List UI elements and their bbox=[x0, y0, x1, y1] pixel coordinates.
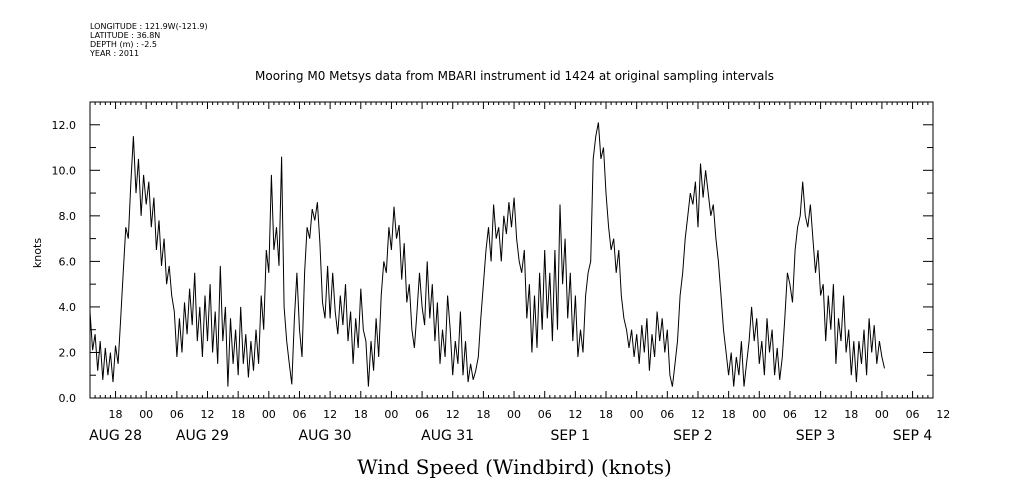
x-tick-label: 00 bbox=[507, 408, 521, 421]
x-tick-label: 18 bbox=[476, 408, 490, 421]
plot-frame bbox=[89, 101, 934, 399]
x-tick-label: 12 bbox=[323, 408, 337, 421]
x-tick-label: 06 bbox=[170, 408, 184, 421]
year-text: YEAR : 2011 bbox=[90, 49, 140, 58]
y-tick-label: 2.0 bbox=[59, 346, 77, 359]
metadata-block: LONGITUDE : 121.9W(-121.9) LATITUDE : 36… bbox=[90, 22, 208, 58]
x-tick-label: 00 bbox=[139, 408, 153, 421]
y-tick-label: 0.0 bbox=[59, 392, 77, 405]
y-tick-label: 8.0 bbox=[59, 210, 77, 223]
date-label: SEP 2 bbox=[673, 428, 713, 444]
depth-text: DEPTH (m) : -2.5 bbox=[90, 40, 157, 49]
date-label: AUG 29 bbox=[176, 428, 229, 444]
x-tick-label: 00 bbox=[384, 408, 398, 421]
date-labels: AUG 28 AUG 29 AUG 30 AUG 31 SEP 1 SEP 2 SEP 3 S… bbox=[89, 428, 932, 444]
x-tick-label: 06 bbox=[292, 408, 306, 421]
chart-axes bbox=[89, 101, 934, 399]
latitude-text: LATITUDE : 36.8N bbox=[90, 31, 161, 40]
longitude-text: LONGITUDE : 121.9W(-121.9) bbox=[90, 22, 208, 31]
y-tick-label: 10.0 bbox=[52, 164, 77, 177]
x-tick-label: 06 bbox=[660, 408, 674, 421]
x-tick-label: 18 bbox=[354, 408, 368, 421]
x-tick-label: 18 bbox=[599, 408, 613, 421]
x-tick-label: 18 bbox=[109, 408, 123, 421]
x-tick-label: 12 bbox=[691, 408, 705, 421]
x-tick-label: 06 bbox=[538, 408, 552, 421]
x-tick-label: 00 bbox=[630, 408, 644, 421]
y-tick-label: 6.0 bbox=[59, 255, 77, 268]
x-tick-label: 06 bbox=[783, 408, 797, 421]
chart-title: Mooring M0 Metsys data from MBARI instru… bbox=[255, 69, 774, 83]
y-axis-label: knots bbox=[31, 238, 44, 268]
date-label: SEP 4 bbox=[893, 428, 933, 444]
series-line bbox=[89, 122, 885, 387]
date-label: SEP 1 bbox=[550, 428, 590, 444]
x-tick-label: 18 bbox=[722, 408, 736, 421]
y-tick-labels: 0.0 2.0 4.0 6.0 8.0 10.0 12.0 bbox=[52, 119, 77, 405]
y-tick-label: 12.0 bbox=[52, 119, 77, 132]
x-tick-label: 12 bbox=[936, 408, 950, 421]
x-tick-label: 12 bbox=[568, 408, 582, 421]
x-tick-label: 06 bbox=[415, 408, 429, 421]
x-tick-labels: 18 00 06 12 18 00 06 12 18 00 06 12 18 00 06 12 18 00 06 12… bbox=[109, 408, 951, 421]
x-tick-label: 18 bbox=[844, 408, 858, 421]
bottom-title: Wind Speed (Windbird) (knots) bbox=[357, 455, 672, 479]
x-tick-label: 12 bbox=[814, 408, 828, 421]
x-tick-label: 00 bbox=[262, 408, 276, 421]
x-tick-label: 00 bbox=[752, 408, 766, 421]
y-tick-label: 4.0 bbox=[59, 301, 77, 314]
x-tick-label: 12 bbox=[201, 408, 215, 421]
date-label: SEP 3 bbox=[796, 428, 836, 444]
x-tick-label: 12 bbox=[446, 408, 460, 421]
date-label: AUG 31 bbox=[421, 428, 474, 444]
x-tick-label: 18 bbox=[231, 408, 245, 421]
x-tick-label: 06 bbox=[906, 408, 920, 421]
date-label: AUG 28 bbox=[89, 428, 142, 444]
date-label: AUG 30 bbox=[299, 428, 352, 444]
x-tick-label: 00 bbox=[875, 408, 889, 421]
